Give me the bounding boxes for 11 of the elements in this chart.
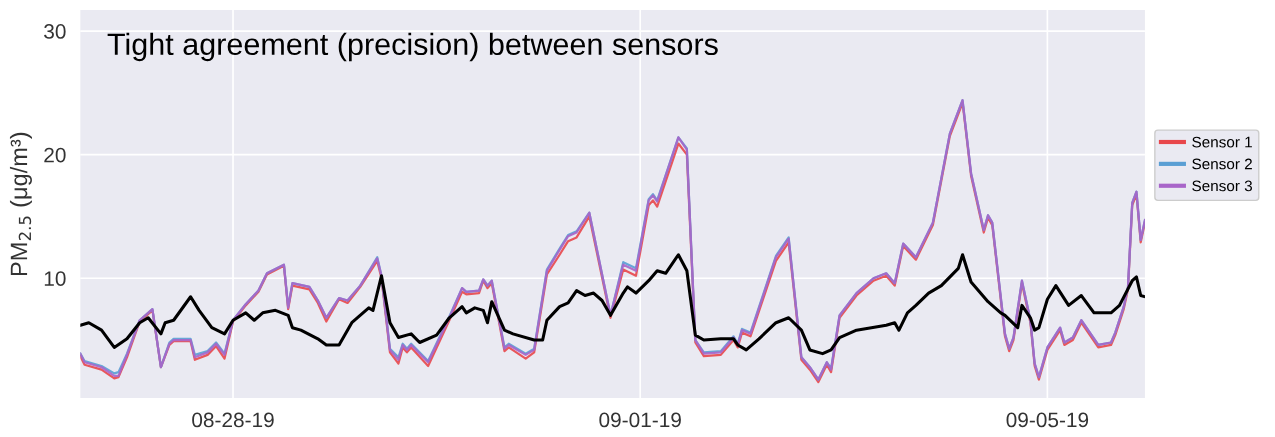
y-tick-label: 20 — [44, 147, 66, 163]
legend-label: Sensor 2 — [1192, 158, 1252, 170]
y-tick-label: 10 — [44, 271, 66, 286]
legend-label: Sensor 1 — [1192, 136, 1252, 148]
legend-label: Sensor 3 — [1192, 180, 1252, 192]
text: Tight agreement (precision) between sensors — [107, 32, 718, 62]
x-tick-label: 09-01-19 — [599, 412, 681, 428]
x-tick-label: 09-05-19 — [1006, 412, 1089, 428]
y-axis-title: PM$_{2.5}$ (μg/m³) — [9, 132, 32, 276]
y-tick-label: 30 — [44, 24, 66, 39]
x-tick-label: 08-28-19 — [192, 412, 274, 428]
